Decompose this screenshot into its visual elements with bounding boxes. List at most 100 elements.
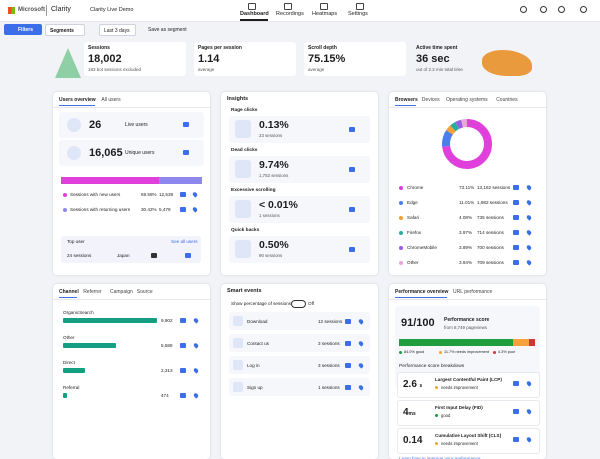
- event-box: [229, 378, 370, 396]
- recording-icon[interactable]: [183, 122, 189, 127]
- recording-icon[interactable]: [349, 127, 355, 132]
- recording-icon[interactable]: [345, 341, 351, 346]
- recording-icon[interactable]: [513, 245, 519, 250]
- segment-percent: 69.58%: [141, 192, 157, 197]
- recording-icon[interactable]: [349, 247, 355, 252]
- tab[interactable]: Channel: [59, 289, 79, 295]
- channel-sessions: 5,588: [161, 343, 173, 348]
- tab[interactable]: Users overview: [59, 97, 96, 103]
- recording-icon[interactable]: [345, 363, 351, 368]
- recording-icon[interactable]: [513, 215, 519, 220]
- insight-box: [229, 196, 370, 223]
- recording-icon[interactable]: [180, 192, 186, 197]
- card: Users overview All users 26 Live users 16,06…: [53, 92, 210, 275]
- user-value: 26: [89, 119, 102, 131]
- insight-sessions: 23 sessions: [259, 133, 283, 138]
- metric-value: 18,002: [88, 53, 122, 65]
- recording-icon[interactable]: [345, 319, 351, 324]
- tab[interactable]: Browsers: [395, 97, 418, 103]
- recording-icon[interactable]: [513, 381, 519, 386]
- tab[interactable]: Operating systems: [446, 97, 488, 103]
- recording-icon[interactable]: [183, 150, 189, 155]
- flag-icon[interactable]: [185, 253, 191, 258]
- recording-icon[interactable]: [349, 167, 355, 172]
- nav-tab[interactable]: Dashboard: [240, 11, 269, 17]
- heatmap-icon[interactable]: [191, 206, 199, 213]
- heatmap-icon[interactable]: [192, 342, 200, 349]
- see-all-link[interactable]: See all users: [171, 239, 198, 244]
- card: Browsers Devices Operating systems Countrie…: [389, 92, 546, 275]
- tab[interactable]: Devices: [421, 97, 440, 103]
- legend-dot: [399, 186, 403, 190]
- heatmap-icon[interactable]: [192, 317, 200, 324]
- recording-icon[interactable]: [513, 409, 519, 414]
- tab-divider: [53, 299, 210, 300]
- perf-value: 4: [403, 407, 409, 418]
- heatmap-icon[interactable]: [525, 184, 533, 191]
- recording-icon[interactable]: [180, 207, 186, 212]
- tab[interactable]: URL performance: [453, 289, 493, 295]
- status-dot: [435, 442, 438, 445]
- metric-card: Pages per session 1.14 average: [194, 42, 296, 76]
- insight-icon: [235, 200, 251, 218]
- legend-dot: [493, 351, 496, 354]
- recording-icon[interactable]: [513, 437, 519, 442]
- recording-icon[interactable]: [513, 230, 519, 235]
- heatmap-icon[interactable]: [525, 214, 533, 221]
- heatmap-icon[interactable]: [191, 191, 199, 198]
- tab[interactable]: All users: [101, 97, 121, 103]
- metric-card: Scroll depth 75.15% average: [304, 42, 406, 76]
- nav-action[interactable]: [520, 6, 527, 13]
- heatmap-icon[interactable]: [525, 229, 533, 236]
- nav-tab[interactable]: Settings: [348, 11, 368, 17]
- heatmap-icon[interactable]: [192, 367, 200, 374]
- nav-action[interactable]: [558, 6, 565, 13]
- project-picker[interactable]: Clarity Live Demo: [90, 7, 134, 13]
- segments-dropdown[interactable]: Segments: [45, 24, 85, 36]
- heatmap-icon[interactable]: [525, 199, 533, 206]
- tab[interactable]: Countries: [496, 97, 518, 103]
- tab[interactable]: Performance overview: [395, 289, 449, 295]
- filters-button[interactable]: Filters: [4, 24, 42, 35]
- recording-icon[interactable]: [513, 200, 519, 205]
- user-value: 16,065: [89, 147, 123, 159]
- insight-sessions: 1,753 sessions: [259, 173, 289, 178]
- recording-icon[interactable]: [345, 385, 351, 390]
- toggle-state: Off: [308, 301, 315, 306]
- event-box: [229, 334, 370, 352]
- heatmap-icon[interactable]: [525, 244, 533, 251]
- metric-label: Pages per session: [198, 45, 242, 51]
- insight-value: 0.13%: [259, 119, 289, 131]
- tab[interactable]: Campaign: [110, 289, 133, 295]
- toggle[interactable]: [291, 300, 306, 308]
- recording-icon[interactable]: [180, 368, 186, 373]
- recording-icon[interactable]: [513, 260, 519, 265]
- legend-dot: [439, 351, 442, 354]
- score-bar-segment: [399, 339, 514, 346]
- recording-icon[interactable]: [180, 343, 186, 348]
- heatmap-icon[interactable]: [192, 392, 200, 399]
- recording-icon[interactable]: [513, 185, 519, 190]
- nav-action[interactable]: [580, 6, 587, 13]
- card: Smart events Show percentage of sessions O…: [221, 284, 378, 459]
- perf-name: Cumulative Layout Shift (CLS): [435, 433, 502, 438]
- nav-tab[interactable]: Heatmaps: [312, 11, 338, 17]
- recording-icon[interactable]: [151, 253, 157, 258]
- nav-tab[interactable]: Recordings: [276, 11, 304, 17]
- tab[interactable]: Referrer: [83, 289, 102, 295]
- tab[interactable]: Source: [136, 289, 153, 295]
- recording-icon[interactable]: [180, 318, 186, 323]
- browser-sessions: 735 sessions: [477, 215, 504, 220]
- heatmap-icon[interactable]: [525, 259, 533, 266]
- recording-icon[interactable]: [180, 393, 186, 398]
- save-segment[interactable]: Save as segment: [148, 27, 187, 33]
- recording-icon[interactable]: [349, 207, 355, 212]
- insight-sessions: 90 sessions: [259, 253, 283, 258]
- event-box: [229, 312, 370, 330]
- insight-value: < 0.01%: [259, 199, 298, 211]
- user-avatar: [67, 146, 81, 160]
- nav-icon: [320, 3, 328, 10]
- browser-name: Other: [407, 260, 419, 265]
- nav-action[interactable]: [540, 6, 547, 13]
- range-dropdown[interactable]: Last 3 days: [99, 24, 136, 36]
